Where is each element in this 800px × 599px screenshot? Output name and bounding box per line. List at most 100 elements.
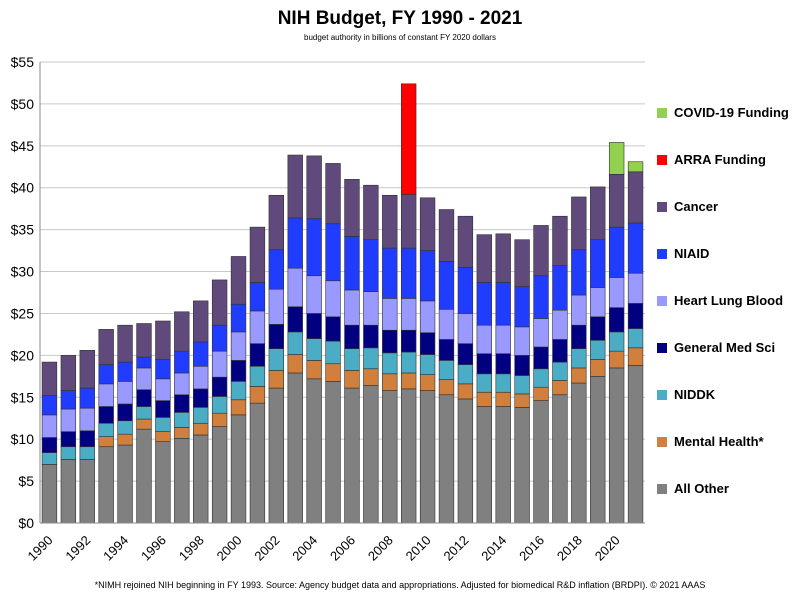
bar-segment <box>533 346 549 370</box>
bar-segment <box>344 289 360 326</box>
bar-segment <box>79 407 95 432</box>
bar-segment <box>249 365 266 387</box>
bar-segment <box>419 374 436 391</box>
bar-segment <box>476 406 492 524</box>
bar-segment <box>230 331 247 361</box>
bar-segment <box>608 331 625 352</box>
bar-segment <box>136 367 152 391</box>
bar-segment <box>590 316 606 341</box>
bar-segment <box>382 247 398 299</box>
bar-segment <box>79 387 95 409</box>
bar-segment <box>287 372 303 524</box>
bar-segment <box>249 310 266 344</box>
bar-segment <box>41 414 58 438</box>
x-tick-label: 2002 <box>251 533 282 564</box>
bar-segment <box>117 381 133 405</box>
bar-segment <box>495 282 511 326</box>
legend-label: Mental Health* <box>674 434 764 449</box>
bar-segment <box>533 400 549 524</box>
bar-segment <box>382 352 398 375</box>
bar-segment <box>476 282 492 326</box>
bar-segment <box>174 412 190 428</box>
bar-segment <box>457 313 474 344</box>
x-tick-label: 1996 <box>138 533 169 564</box>
chart-title: NIH Budget, FY 1990 - 2021 <box>277 8 523 29</box>
x-tick-label: 1992 <box>62 533 93 564</box>
legend-label: All Other <box>674 481 729 496</box>
legend-swatch <box>657 202 667 212</box>
bar-segment <box>155 400 171 418</box>
bar-segment <box>325 381 341 524</box>
bar-segment <box>306 218 322 277</box>
bar-segment <box>136 356 152 369</box>
bar-segment <box>627 222 644 274</box>
bar-segment <box>590 287 606 318</box>
bar-segment <box>193 422 209 436</box>
bar-segment <box>419 300 436 334</box>
bar-segment <box>571 249 587 296</box>
bar-segment <box>136 323 152 358</box>
bar-segment <box>211 279 228 326</box>
bar-segment <box>136 418 152 430</box>
bar-segment <box>268 194 285 251</box>
bar-segment <box>495 406 511 524</box>
bar-segment <box>363 239 379 292</box>
bar-segment <box>344 370 360 389</box>
bar-segment <box>98 436 114 448</box>
bar-segment <box>344 348 360 371</box>
legend-swatch <box>657 343 667 353</box>
bar-segment <box>590 239 606 288</box>
legend-swatch <box>657 108 667 118</box>
bar-segment <box>627 171 644 224</box>
bar-segment <box>60 446 77 460</box>
bar-segment <box>325 223 341 282</box>
bar-segment <box>174 311 190 352</box>
bar-segment <box>230 303 247 333</box>
bar-segment <box>590 186 606 240</box>
bar-segment <box>552 394 568 524</box>
legend-swatch <box>657 484 667 494</box>
bar-segment <box>211 376 228 397</box>
bar-segment <box>230 381 247 401</box>
axes <box>39 62 645 524</box>
bar-segment <box>571 348 587 369</box>
bar-segment <box>400 298 417 331</box>
legend-label: General Med Sci <box>674 340 776 355</box>
bar-segment <box>211 396 228 414</box>
footnote: *NIMH rejoined NIH beginning in FY 1993.… <box>94 580 706 590</box>
bar-segment <box>193 407 209 424</box>
bar-segment <box>211 412 228 427</box>
bar-segment <box>98 446 114 524</box>
bar-segment <box>193 434 209 524</box>
bar-segment <box>514 355 530 376</box>
bar-segment <box>268 249 285 290</box>
bar-segment <box>98 364 114 385</box>
bar-segment <box>174 438 190 524</box>
bar-segment <box>98 383 114 407</box>
bar-segment <box>382 298 398 331</box>
bar-segment <box>60 458 77 524</box>
bar-segment <box>117 361 133 382</box>
bar-segment <box>363 368 379 386</box>
bar-segment <box>533 225 549 277</box>
bar-segment <box>608 277 625 308</box>
bar-segment <box>155 441 171 524</box>
bar-segment <box>98 329 114 365</box>
y-tick-label: $45 <box>11 138 35 154</box>
y-tick-label: $40 <box>11 180 35 196</box>
bar-segment <box>98 422 114 437</box>
bar-segment <box>382 390 398 524</box>
bar-segment <box>552 265 568 311</box>
bar-segment <box>230 360 247 382</box>
bar-segment <box>268 324 285 349</box>
bar-segment <box>268 288 285 325</box>
bar-segment <box>552 380 568 396</box>
bar-segment <box>41 361 58 396</box>
bar-segment <box>590 339 606 360</box>
bar-segment <box>514 407 530 524</box>
bar-segment <box>117 403 133 422</box>
bar-segment <box>438 394 455 524</box>
bar-segment <box>514 286 530 328</box>
bar-segment <box>608 226 625 278</box>
